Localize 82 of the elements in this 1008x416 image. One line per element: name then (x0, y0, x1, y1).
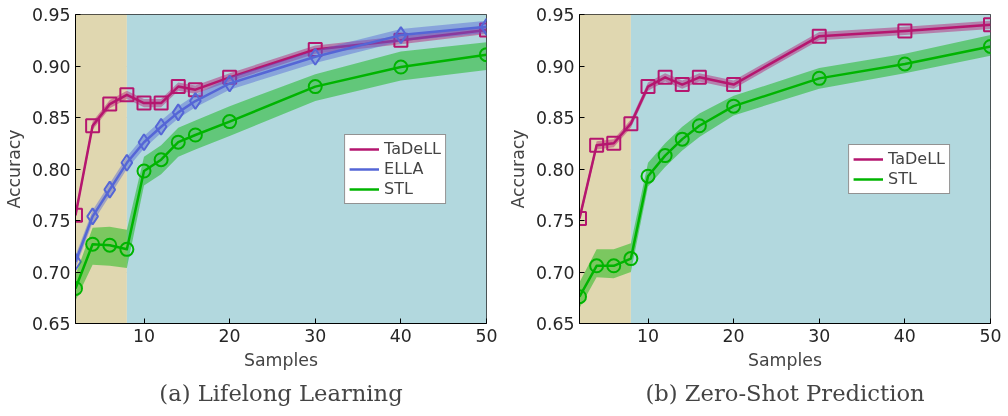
point (103, 180, 117, 199)
text: (b) Zero-Shot Prediction (645, 379, 925, 406)
point (222, 114, 238, 130)
x-axis-title: Samples (244, 349, 318, 370)
point (119, 241, 135, 257)
legend-label: STL (888, 169, 917, 188)
point (153, 152, 169, 168)
x-tick-label: 10 (132, 325, 156, 346)
x-tick-label: 50 (475, 325, 498, 346)
y-tick-label: 0.95 (535, 5, 575, 25)
y-tick-label: 0.90 (31, 56, 71, 77)
y-tick-label: 0.65 (31, 314, 71, 334)
y-tick-label: 0.90 (535, 56, 575, 77)
point (726, 98, 742, 114)
x-tick-label: 30 (808, 325, 831, 346)
y-tick-label: 0.75 (31, 211, 71, 231)
x-tick-label: 50 (979, 325, 1002, 346)
point (394, 26, 408, 45)
point (897, 56, 913, 72)
point (606, 258, 622, 274)
point (393, 32, 409, 48)
x-tick-label: 10 (636, 325, 660, 346)
y-tick-label: 0.95 (31, 5, 71, 25)
point (811, 70, 827, 86)
legend-label: STL (384, 179, 413, 198)
point (136, 95, 152, 111)
text: (a) Lifelong Learning (159, 379, 403, 406)
x-axis-title: Samples (748, 349, 822, 370)
point (170, 79, 186, 95)
y-tick-label: 0.85 (31, 108, 71, 128)
point (657, 148, 673, 164)
point (136, 163, 152, 179)
point (308, 47, 322, 66)
point (623, 251, 639, 267)
point (154, 117, 168, 136)
point (171, 103, 185, 122)
y-tick-label: 0.80 (535, 159, 575, 180)
legend-label: TaDeLL (888, 149, 945, 168)
x-tick-label: 40 (893, 325, 916, 346)
point (657, 69, 673, 85)
point (691, 69, 707, 85)
y-tick-label: 0.65 (535, 314, 575, 334)
x-tick-label: 40 (389, 325, 412, 346)
legend-label: TaDeLL (384, 139, 441, 158)
point (120, 153, 134, 172)
point (153, 95, 169, 111)
point (674, 131, 690, 147)
point (102, 237, 118, 253)
point (137, 133, 151, 152)
point (640, 79, 656, 95)
point (589, 258, 605, 274)
y-axis-title: Accuracy (3, 129, 24, 209)
point (640, 168, 656, 184)
y-tick-label: 0.85 (535, 108, 575, 128)
point (691, 118, 707, 134)
point (623, 116, 639, 132)
y-axis-title: Accuracy (507, 129, 528, 209)
point (119, 87, 135, 103)
point (170, 134, 186, 150)
x-tick-label: 30 (304, 325, 327, 346)
point (307, 79, 323, 95)
y-tick-label: 0.80 (31, 159, 71, 180)
point (307, 42, 323, 58)
y-tick-label: 0.70 (31, 262, 71, 283)
x-tick-label: 20 (218, 325, 241, 346)
point (85, 236, 101, 252)
x-tick-label: 20 (722, 325, 745, 346)
point (674, 77, 690, 93)
point (222, 69, 238, 85)
point (726, 77, 742, 93)
point (589, 137, 605, 153)
point (187, 82, 203, 98)
y-tick-label: 0.75 (535, 211, 575, 231)
point (187, 127, 203, 143)
point (897, 23, 913, 39)
point (393, 59, 409, 75)
legend-label: ELLA (384, 159, 424, 178)
point (85, 118, 101, 134)
point (102, 96, 118, 112)
point (811, 28, 827, 44)
point (606, 135, 622, 151)
y-tick-label: 0.70 (535, 262, 575, 283)
